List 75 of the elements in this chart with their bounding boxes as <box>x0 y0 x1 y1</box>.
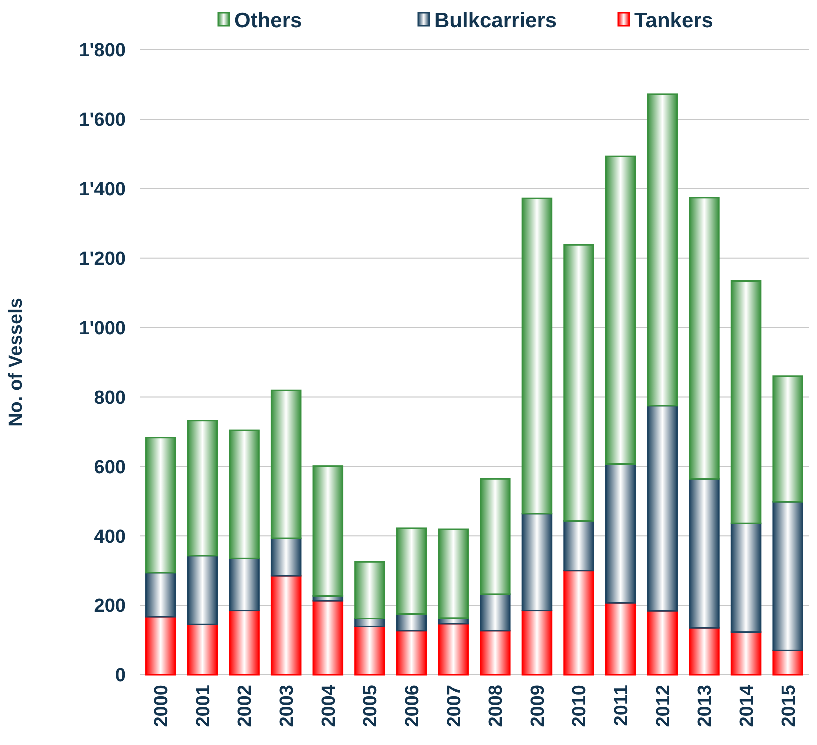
x-tick-label: 2003 <box>276 685 298 728</box>
bar <box>396 630 428 676</box>
y-axis-title: No. of Vessels <box>6 298 27 427</box>
y-tick-label: 1'200 <box>79 248 126 270</box>
bar <box>270 390 302 540</box>
bar <box>229 558 260 612</box>
x-tick-label: 2000 <box>152 685 173 728</box>
bar <box>605 463 636 604</box>
bar <box>522 610 553 676</box>
y-tick-label: 400 <box>94 526 126 548</box>
bar <box>396 613 428 632</box>
x-tick-label: 2006 <box>402 685 424 728</box>
bar <box>772 650 804 676</box>
x-tick-label: 2009 <box>528 685 549 728</box>
bar <box>270 575 302 676</box>
bar <box>229 430 260 560</box>
x-tick-label: 2011 <box>611 684 632 726</box>
bar <box>522 513 553 612</box>
bar <box>146 572 176 618</box>
bar <box>354 561 386 620</box>
bar <box>270 538 302 577</box>
bar <box>146 437 176 574</box>
bar <box>564 520 594 572</box>
bar <box>564 570 594 676</box>
y-tick-label: 0 <box>115 666 126 687</box>
bar <box>187 624 218 676</box>
bar <box>689 197 720 480</box>
y-tick-label: 800 <box>94 388 126 409</box>
x-tick-label: 2004 <box>318 684 340 728</box>
y-tick-label: 1'800 <box>79 40 126 62</box>
bar <box>730 522 762 634</box>
x-tick-label: 2002 <box>235 685 256 728</box>
x-tick-label: 2014 <box>736 684 758 728</box>
y-tick-label: 600 <box>94 457 126 478</box>
x-tick-label: 2015 <box>778 684 800 728</box>
y-tick-label: 1'000 <box>79 318 126 340</box>
legend-label: Tankers <box>634 9 714 32</box>
y-tick-label: 1'600 <box>79 110 126 132</box>
bar <box>480 630 511 676</box>
bar <box>689 627 720 676</box>
bar <box>146 616 176 676</box>
bar <box>312 600 344 676</box>
bar <box>564 244 594 522</box>
x-tick-label: 2001 <box>193 684 214 728</box>
x-tick-label: 2007 <box>444 685 466 728</box>
bar <box>522 198 553 515</box>
x-tick-label: 2005 <box>360 684 382 728</box>
bar <box>396 528 428 615</box>
bar <box>438 528 469 620</box>
bar <box>605 156 636 465</box>
bar <box>772 501 804 652</box>
bar <box>480 478 511 596</box>
x-tick-label: 2010 <box>570 685 591 728</box>
bar <box>730 280 762 524</box>
bar <box>647 94 678 407</box>
bar <box>312 466 344 597</box>
legend-label: Bulkcarriers <box>434 9 558 32</box>
bar <box>689 478 720 629</box>
x-tick-label: 2012 <box>653 685 674 728</box>
bar <box>354 626 386 676</box>
bar <box>480 594 511 632</box>
y-tick-label: 200 <box>94 596 126 618</box>
bar <box>772 376 804 503</box>
bar <box>187 555 218 626</box>
bar <box>605 602 636 676</box>
y-tick-label: 1'400 <box>79 180 126 201</box>
x-tick-label: 2008 <box>486 685 508 728</box>
x-tick-label: 2013 <box>695 685 716 728</box>
bar <box>647 610 678 676</box>
bar <box>647 405 678 612</box>
bar <box>187 420 218 557</box>
bar <box>730 632 762 676</box>
legend-label: Others <box>234 9 302 32</box>
bar <box>229 610 260 676</box>
bar <box>438 623 469 676</box>
